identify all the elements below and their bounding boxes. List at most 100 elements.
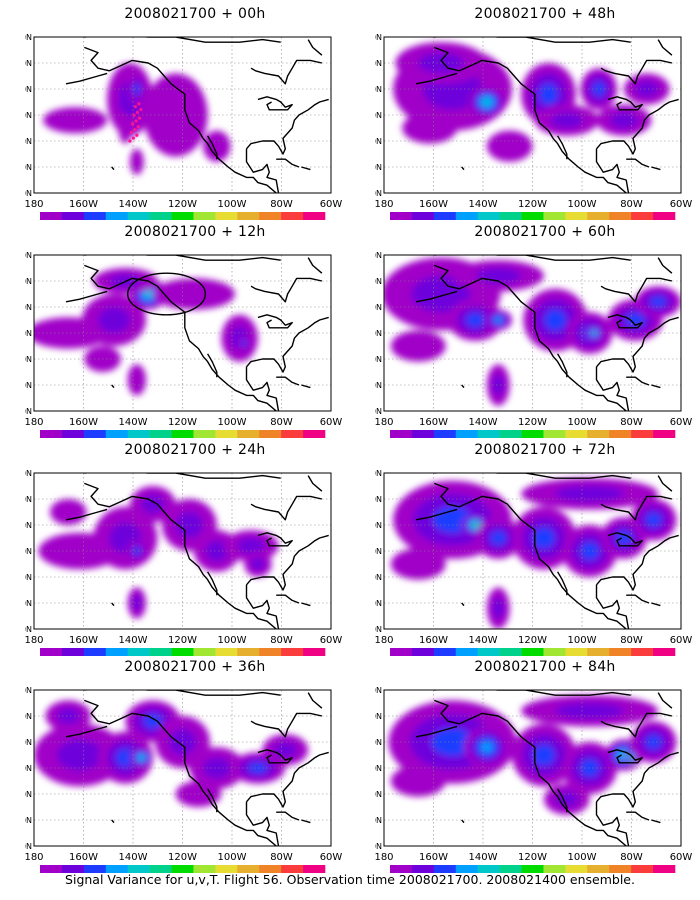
colorbar-swatch	[433, 430, 457, 438]
colorbar-swatch	[61, 865, 85, 873]
coastline	[595, 751, 679, 808]
colorbar-swatch	[237, 212, 260, 220]
coastline	[250, 277, 323, 303]
coastline	[607, 749, 643, 764]
colorbar-swatch	[477, 865, 500, 873]
lon-tick-label: 120W	[168, 852, 197, 863]
observation-dot	[132, 113, 136, 117]
colorbar-swatch	[609, 648, 632, 656]
coastline	[595, 534, 679, 591]
map-plot: 10N 20N 30N 40N 50N 60N 70N 180 160W 140W 120W 100W…	[25, 686, 342, 873]
observation-dot	[128, 139, 132, 143]
coastline	[301, 602, 311, 607]
colorbar-swatch	[587, 865, 610, 873]
lon-tick-label: 180	[375, 199, 394, 210]
lon-tick-label: 140W	[469, 635, 498, 646]
colorbar-swatch	[587, 430, 610, 438]
lon-tick-label: 80W	[270, 199, 293, 210]
map-panel: 2008021700 + 48h 10N 20N 30N 40N 50N 60N 70N 180…	[375, 6, 700, 221]
lat-tick-label: 50N	[25, 85, 32, 94]
colorbar-swatch	[433, 865, 457, 873]
colorbar-swatch	[83, 430, 107, 438]
lat-tick-label: 40N	[375, 111, 382, 120]
colorbar-swatch	[127, 212, 150, 220]
coastline	[607, 532, 643, 547]
lon-tick-label: 120W	[168, 417, 197, 428]
lon-tick-label: 120W	[518, 635, 547, 646]
colorbar-swatch	[609, 212, 632, 220]
coastline	[276, 376, 300, 386]
colorbar-swatch	[411, 865, 435, 873]
lon-tick-label: 120W	[518, 417, 547, 428]
variance-contour	[43, 107, 108, 134]
lat-tick-label: 20N	[25, 381, 32, 390]
colorbar-swatch	[105, 430, 128, 438]
coastline	[595, 98, 679, 155]
colorbar-swatch	[105, 212, 128, 220]
lat-tick-label: 60N	[375, 712, 382, 721]
variance-contour	[555, 486, 624, 502]
lat-tick-label: 40N	[375, 547, 382, 556]
lon-tick-label: 100W	[218, 417, 247, 428]
variance-contour	[390, 548, 446, 580]
coastline	[595, 316, 679, 373]
colorbar-swatch	[433, 212, 457, 220]
coastline	[434, 46, 627, 193]
lon-tick-label: 160W	[69, 199, 98, 210]
lat-tick-label: 20N	[375, 381, 382, 390]
colorbar-swatch	[215, 430, 238, 438]
coastline	[245, 801, 280, 846]
observation-dot	[136, 125, 140, 129]
lat-tick-label: 10N	[25, 407, 32, 416]
lat-tick-label: 70N	[25, 251, 32, 260]
coastline	[111, 166, 115, 171]
variance-contour	[411, 275, 471, 313]
colorbar-swatch	[281, 865, 304, 873]
panel-title: 2008021700 + 84h	[474, 659, 616, 675]
variance-contour	[132, 595, 142, 611]
map-plot: 10N 20N 30N 40N 50N 60N 70N 180 160W 140W 120W 100W…	[25, 33, 342, 220]
map-panel: 2008021700 + 12h 10N 20N 30N 40N 50N 60N 70N 180…	[25, 224, 365, 439]
coastline	[250, 712, 323, 738]
coastline	[556, 135, 568, 160]
coastline	[307, 475, 323, 492]
colorbar-swatch	[455, 212, 478, 220]
lon-tick-label: 60W	[670, 199, 693, 210]
colorbar-swatch	[149, 430, 172, 438]
colorbar-swatch	[521, 212, 544, 220]
coastline	[434, 264, 627, 411]
lon-tick-label: 180	[375, 852, 394, 863]
lat-tick-label: 30N	[375, 790, 382, 799]
colorbar-swatch	[499, 212, 522, 220]
colorbar-swatch	[105, 865, 128, 873]
lat-tick-label: 50N	[375, 303, 382, 312]
coastline	[556, 353, 568, 378]
coastline	[84, 473, 281, 479]
lat-tick-label: 30N	[375, 573, 382, 582]
coastline	[65, 725, 108, 738]
lat-tick-label: 20N	[25, 599, 32, 608]
observation-dot	[133, 127, 137, 132]
lat-tick-label: 30N	[25, 355, 32, 364]
lon-tick-label: 100W	[218, 199, 247, 210]
coastline	[111, 602, 115, 607]
variance-contour	[494, 317, 502, 323]
lon-tick-label: 140W	[469, 199, 498, 210]
lat-tick-label: 60N	[375, 495, 382, 504]
variance-contour	[483, 98, 491, 106]
lon-tick-label: 180	[375, 635, 394, 646]
colorbar-swatch	[543, 865, 566, 873]
variance-contour	[533, 527, 555, 549]
colorbar-swatch	[127, 648, 150, 656]
colorbar-swatch	[631, 865, 654, 873]
lat-tick-label: 30N	[25, 790, 32, 799]
variance-contour	[49, 499, 87, 525]
lat-tick-label: 60N	[25, 712, 32, 721]
colorbar-swatch	[193, 430, 216, 438]
variance-contour	[129, 148, 144, 175]
colorbar-swatch	[631, 430, 654, 438]
coastline	[434, 699, 627, 846]
variance-contour	[466, 313, 485, 327]
colorbar-swatch	[499, 648, 522, 656]
colorbar-swatch	[587, 648, 610, 656]
